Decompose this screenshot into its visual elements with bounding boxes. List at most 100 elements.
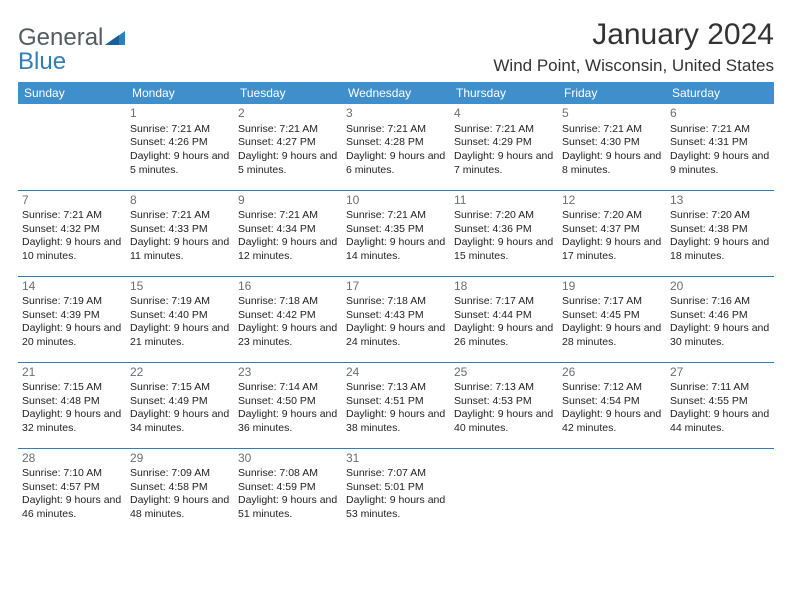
day-cell: 3Sunrise: 7:21 AMSunset: 4:28 PMDaylight… [342, 104, 450, 190]
week-row: 14Sunrise: 7:19 AMSunset: 4:39 PMDayligh… [18, 276, 774, 362]
day-info: Sunrise: 7:19 AMSunset: 4:39 PMDaylight:… [22, 295, 122, 350]
day-number: 4 [454, 106, 554, 122]
day-number: 15 [130, 279, 230, 295]
day-number: 11 [454, 193, 554, 209]
day-number: 6 [670, 106, 770, 122]
day-info: Sunrise: 7:21 AMSunset: 4:26 PMDaylight:… [130, 123, 230, 178]
day-info: Sunrise: 7:17 AMSunset: 4:44 PMDaylight:… [454, 295, 554, 350]
daylight-text: Daylight: 9 hours and 30 minutes. [670, 322, 770, 349]
sunrise-text: Sunrise: 7:19 AM [130, 295, 230, 309]
day-cell: 28Sunrise: 7:10 AMSunset: 4:57 PMDayligh… [18, 448, 126, 534]
day-info: Sunrise: 7:13 AMSunset: 4:51 PMDaylight:… [346, 381, 446, 436]
day-cell: 27Sunrise: 7:11 AMSunset: 4:55 PMDayligh… [666, 362, 774, 448]
sunset-text: Sunset: 4:31 PM [670, 136, 770, 150]
day-info: Sunrise: 7:21 AMSunset: 4:35 PMDaylight:… [346, 209, 446, 264]
sunrise-text: Sunrise: 7:21 AM [346, 209, 446, 223]
dow-saturday: Saturday [666, 82, 774, 104]
sunrise-text: Sunrise: 7:09 AM [130, 467, 230, 481]
daylight-text: Daylight: 9 hours and 44 minutes. [670, 408, 770, 435]
sunset-text: Sunset: 4:55 PM [670, 395, 770, 409]
sunrise-text: Sunrise: 7:21 AM [22, 209, 122, 223]
day-cell: 1Sunrise: 7:21 AMSunset: 4:26 PMDaylight… [126, 104, 234, 190]
week-row: 21Sunrise: 7:15 AMSunset: 4:48 PMDayligh… [18, 362, 774, 448]
day-cell [18, 104, 126, 190]
month-title: January 2024 [493, 18, 774, 52]
sunrise-text: Sunrise: 7:13 AM [454, 381, 554, 395]
week-row: 1Sunrise: 7:21 AMSunset: 4:26 PMDaylight… [18, 104, 774, 190]
day-number: 7 [22, 193, 122, 209]
day-cell: 22Sunrise: 7:15 AMSunset: 4:49 PMDayligh… [126, 362, 234, 448]
day-number: 22 [130, 365, 230, 381]
sunset-text: Sunset: 4:40 PM [130, 309, 230, 323]
day-info: Sunrise: 7:07 AMSunset: 5:01 PMDaylight:… [346, 467, 446, 522]
sunset-text: Sunset: 4:34 PM [238, 223, 338, 237]
sunset-text: Sunset: 4:44 PM [454, 309, 554, 323]
day-info: Sunrise: 7:13 AMSunset: 4:53 PMDaylight:… [454, 381, 554, 436]
daylight-text: Daylight: 9 hours and 8 minutes. [562, 150, 662, 177]
sunrise-text: Sunrise: 7:16 AM [670, 295, 770, 309]
day-info: Sunrise: 7:21 AMSunset: 4:29 PMDaylight:… [454, 123, 554, 178]
logo-text-blue: Blue [18, 48, 66, 75]
day-info: Sunrise: 7:14 AMSunset: 4:50 PMDaylight:… [238, 381, 338, 436]
day-cell: 6Sunrise: 7:21 AMSunset: 4:31 PMDaylight… [666, 104, 774, 190]
day-cell: 11Sunrise: 7:20 AMSunset: 4:36 PMDayligh… [450, 190, 558, 276]
sunset-text: Sunset: 4:37 PM [562, 223, 662, 237]
day-number: 9 [238, 193, 338, 209]
week-row: 28Sunrise: 7:10 AMSunset: 4:57 PMDayligh… [18, 448, 774, 534]
sunset-text: Sunset: 5:01 PM [346, 481, 446, 495]
sunset-text: Sunset: 4:28 PM [346, 136, 446, 150]
day-cell [450, 448, 558, 534]
daylight-text: Daylight: 9 hours and 46 minutes. [22, 494, 122, 521]
sunset-text: Sunset: 4:35 PM [346, 223, 446, 237]
day-info: Sunrise: 7:18 AMSunset: 4:42 PMDaylight:… [238, 295, 338, 350]
daylight-text: Daylight: 9 hours and 5 minutes. [238, 150, 338, 177]
day-info: Sunrise: 7:17 AMSunset: 4:45 PMDaylight:… [562, 295, 662, 350]
day-number: 3 [346, 106, 446, 122]
sunrise-text: Sunrise: 7:20 AM [670, 209, 770, 223]
daylight-text: Daylight: 9 hours and 6 minutes. [346, 150, 446, 177]
daylight-text: Daylight: 9 hours and 12 minutes. [238, 236, 338, 263]
sunrise-text: Sunrise: 7:18 AM [346, 295, 446, 309]
sunset-text: Sunset: 4:43 PM [346, 309, 446, 323]
sunset-text: Sunset: 4:54 PM [562, 395, 662, 409]
daylight-text: Daylight: 9 hours and 15 minutes. [454, 236, 554, 263]
sunset-text: Sunset: 4:50 PM [238, 395, 338, 409]
sunset-text: Sunset: 4:53 PM [454, 395, 554, 409]
day-info: Sunrise: 7:21 AMSunset: 4:28 PMDaylight:… [346, 123, 446, 178]
day-number: 20 [670, 279, 770, 295]
day-cell: 4Sunrise: 7:21 AMSunset: 4:29 PMDaylight… [450, 104, 558, 190]
daylight-text: Daylight: 9 hours and 36 minutes. [238, 408, 338, 435]
day-number: 17 [346, 279, 446, 295]
sunset-text: Sunset: 4:32 PM [22, 223, 122, 237]
day-info: Sunrise: 7:21 AMSunset: 4:34 PMDaylight:… [238, 209, 338, 264]
day-cell: 17Sunrise: 7:18 AMSunset: 4:43 PMDayligh… [342, 276, 450, 362]
day-number: 13 [670, 193, 770, 209]
logo-triangle-icon [105, 29, 125, 50]
sunrise-text: Sunrise: 7:15 AM [130, 381, 230, 395]
day-cell: 10Sunrise: 7:21 AMSunset: 4:35 PMDayligh… [342, 190, 450, 276]
day-cell: 31Sunrise: 7:07 AMSunset: 5:01 PMDayligh… [342, 448, 450, 534]
daylight-text: Daylight: 9 hours and 38 minutes. [346, 408, 446, 435]
day-number: 19 [562, 279, 662, 295]
sunrise-text: Sunrise: 7:21 AM [130, 123, 230, 137]
day-number: 30 [238, 451, 338, 467]
day-number: 18 [454, 279, 554, 295]
title-block: January 2024 Wind Point, Wisconsin, Unit… [493, 18, 774, 76]
day-cell: 15Sunrise: 7:19 AMSunset: 4:40 PMDayligh… [126, 276, 234, 362]
sunset-text: Sunset: 4:48 PM [22, 395, 122, 409]
sunrise-text: Sunrise: 7:21 AM [130, 209, 230, 223]
day-cell: 5Sunrise: 7:21 AMSunset: 4:30 PMDaylight… [558, 104, 666, 190]
day-number: 14 [22, 279, 122, 295]
day-info: Sunrise: 7:20 AMSunset: 4:38 PMDaylight:… [670, 209, 770, 264]
day-cell: 13Sunrise: 7:20 AMSunset: 4:38 PMDayligh… [666, 190, 774, 276]
day-cell: 26Sunrise: 7:12 AMSunset: 4:54 PMDayligh… [558, 362, 666, 448]
sunrise-text: Sunrise: 7:21 AM [670, 123, 770, 137]
day-cell [558, 448, 666, 534]
dow-friday: Friday [558, 82, 666, 104]
dow-monday: Monday [126, 82, 234, 104]
daylight-text: Daylight: 9 hours and 28 minutes. [562, 322, 662, 349]
sunset-text: Sunset: 4:59 PM [238, 481, 338, 495]
sunrise-text: Sunrise: 7:14 AM [238, 381, 338, 395]
calendar-table: Sunday Monday Tuesday Wednesday Thursday… [18, 82, 774, 534]
day-number: 5 [562, 106, 662, 122]
